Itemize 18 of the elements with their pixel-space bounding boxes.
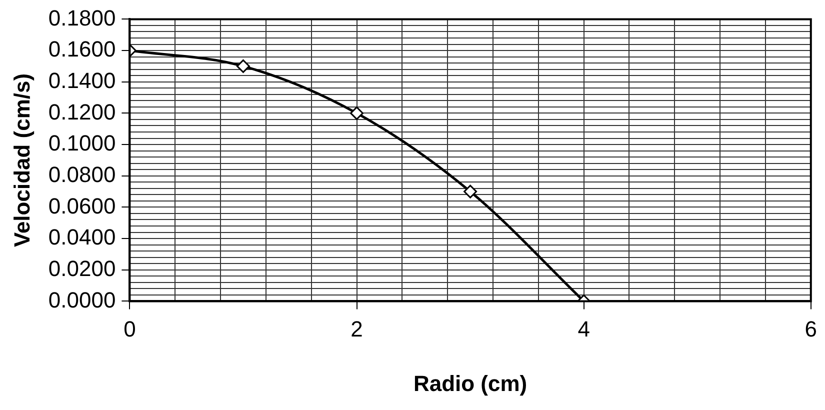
x-tick-label: 2 bbox=[350, 316, 363, 342]
y-tick-label: 0.1400 bbox=[48, 68, 116, 93]
y-tick-label: 0.0000 bbox=[48, 287, 116, 312]
y-tick-label: 0.1000 bbox=[48, 130, 116, 156]
y-tick-label: 0.0200 bbox=[48, 256, 116, 281]
point bbox=[350, 106, 364, 120]
y-tick-label: 0.1600 bbox=[48, 36, 116, 62]
y-tick-label: 0.0800 bbox=[48, 162, 116, 187]
y-axis-title: Velocidad (cm/s) bbox=[9, 73, 34, 248]
y-tick-label: 0.1200 bbox=[48, 99, 116, 124]
x-tick-label: 4 bbox=[578, 316, 590, 342]
x-axis-title: Radio (cm) bbox=[413, 370, 528, 396]
point bbox=[236, 59, 250, 73]
y-tick-label: 0.0600 bbox=[48, 193, 116, 218]
x-tick-label: 6 bbox=[804, 316, 818, 342]
y-tick-label: 0.0400 bbox=[48, 224, 116, 250]
y-tick-label: 0.1800 bbox=[48, 5, 116, 30]
x-tick-label: 0 bbox=[124, 316, 136, 342]
